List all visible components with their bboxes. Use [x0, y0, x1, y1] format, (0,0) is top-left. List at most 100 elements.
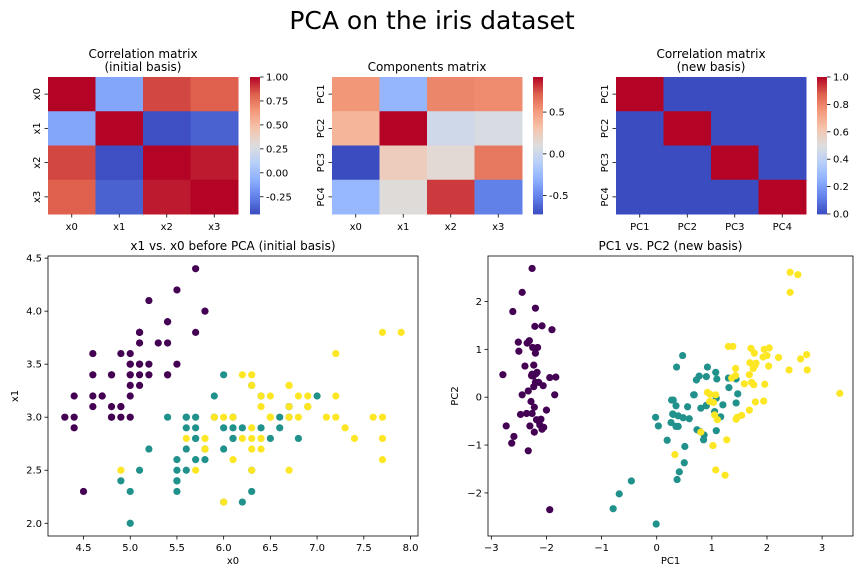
heatmap-1-cell-r3-c4 [190, 145, 239, 181]
scatter-2-point-class-0 [531, 349, 540, 357]
scatter-1-point-class-0 [163, 318, 172, 326]
scatter-1-point-class-1 [294, 434, 303, 443]
scatter-1-point-class-1 [313, 392, 321, 400]
scatter-1-point-class-2 [248, 424, 256, 432]
heatmap-2-colorbar-segment [533, 207, 543, 210]
heatmap-2-colorbar-segment [533, 150, 543, 153]
heatmap-3-colorbar-segment [817, 179, 827, 183]
scatter-1-point-class-0 [70, 413, 78, 421]
heatmap-3-colorbar-segment [817, 115, 827, 119]
heatmap-3-colorbar-segment [817, 79, 827, 82]
scatter-1-point-class-1 [192, 456, 200, 464]
scatter-1-point-class-0 [126, 413, 134, 421]
scatter-2-point-class-2 [709, 398, 718, 407]
scatter-2-point-class-2 [803, 366, 811, 374]
scatter-1-point-class-0 [126, 360, 134, 368]
scatter-2-xtick-label: 3 [819, 543, 825, 554]
heatmap-1-cell-r1-c1 [48, 77, 96, 112]
scatter-1-xlabel: x0 [227, 556, 239, 567]
scatter-1-point-class-2 [332, 349, 340, 358]
scatter-1-point-class-2 [220, 498, 228, 506]
scatter-2-point-class-2 [803, 350, 811, 359]
scatter-1-xtick-label: 5.5 [169, 543, 185, 554]
heatmap-3-ytick-label: PC2 [600, 119, 611, 138]
scatter-2-point-class-2 [712, 466, 720, 474]
scatter-1-point-class-1 [135, 466, 144, 474]
scatter-2-point-class-1 [713, 375, 721, 383]
scatter-1-point-class-1 [173, 477, 181, 485]
heatmap-1-colorbar-segment [250, 159, 260, 162]
heatmap-1-colorbar-segment [250, 154, 260, 158]
heatmap-3-colorbar-segment [817, 166, 827, 169]
heatmap-1-colorbar-segment [250, 120, 260, 124]
scatter-2-point-class-2 [728, 374, 736, 382]
scatter-2-xtick-label: −3 [484, 543, 499, 554]
heatmap-1-colorbar-segment [250, 108, 260, 112]
scatter-1-point-class-1 [201, 456, 209, 464]
scatter-2-point-class-2 [759, 353, 767, 361]
scatter-1-point-class-0 [135, 381, 144, 389]
heatmap-3-colorbar-segment [817, 83, 827, 87]
heatmap-2-cell-r4-c3 [427, 179, 475, 215]
scatter-2-point-class-1 [615, 490, 623, 498]
heatmap-2-colorbar-segment [533, 106, 543, 110]
scatter-1-point-class-0 [145, 360, 153, 368]
scatter-1-point-class-1 [163, 413, 172, 421]
scatter-2-point-class-1 [679, 414, 687, 422]
heatmap-2-cell-r4-c2 [379, 179, 428, 215]
heatmap-1-colorbar-segment [250, 193, 260, 197]
scatter-2-point-class-2 [703, 388, 712, 397]
heatmap-3-cell-r2-c1 [616, 111, 664, 146]
scatter-1-point-class-1 [182, 424, 190, 432]
scatter-1-ylabel: x1 [10, 390, 21, 402]
heatmap-2-colorbar-segment [533, 140, 543, 144]
heatmap-3-colorbar-segment [817, 177, 827, 181]
heatmap-1-colorbar-segment [250, 175, 260, 178]
scatter-1-point-class-2 [397, 328, 405, 336]
scatter-1-point-class-0 [145, 371, 153, 379]
heatmap-2-colorbar-segment [533, 145, 543, 149]
scatter-2-point-class-2 [750, 349, 758, 357]
heatmap-2-ytick-label: PC2 [316, 119, 327, 138]
scatter-1-point-class-0 [192, 328, 200, 336]
scatter-1-point-class-0 [145, 296, 153, 305]
scatter-2-point-class-2 [721, 471, 729, 479]
heatmap-2-colorbar-segment [533, 161, 543, 165]
scatter-2-point-class-2 [711, 411, 719, 419]
heatmap-1-colorbar-segment [250, 172, 260, 176]
scatter-1-point-class-2 [210, 413, 218, 421]
scatter-2-point-class-2 [797, 355, 805, 363]
scatter-1-point-class-1 [192, 434, 200, 443]
scatter-1-point-class-2 [248, 466, 256, 474]
scatter-1-point-class-0 [163, 339, 172, 347]
heatmap-3-colorbar-segment [817, 191, 827, 194]
scatter-2-point-class-1 [685, 415, 693, 423]
scatter-2-point-class-1 [673, 475, 681, 484]
heatmap-2-colorbar-segment [533, 118, 543, 121]
scatter-1-point-class-2 [332, 392, 340, 400]
scatter-2-xlabel: PC1 [661, 556, 680, 567]
heatmap-3-colorbar-segment [817, 140, 827, 144]
scatter-1-point-class-0 [126, 349, 134, 358]
heatmap-2-cell-r3-c3 [427, 145, 475, 181]
heatmap-3-colorbar-tick-label: 0.4 [833, 155, 849, 166]
scatter-2-ytick-label: 0 [476, 393, 482, 404]
scatter-1-point-class-2 [285, 403, 293, 411]
heatmap-3-cell-r4-c1 [616, 179, 664, 215]
scatter-2-point-class-0 [524, 387, 532, 395]
heatmap-3-colorbar-segment [817, 170, 827, 174]
scatter-1-point-class-0 [201, 307, 209, 315]
scatter-1-point-class-2 [304, 403, 312, 411]
heatmap-3-colorbar-segment [817, 120, 827, 124]
heatmap-1-colorbar-segment [250, 106, 260, 110]
scatter-1-xtick-label: 4.5 [76, 543, 92, 554]
scatter-1-point-class-0 [135, 371, 144, 379]
scatter-1-point-class-2 [257, 392, 265, 400]
scatter-1-point-class-0 [135, 360, 144, 368]
heatmap-3-colorbar-tick-label: 1.0 [833, 73, 849, 84]
heatmap-3-colorbar-segment [817, 106, 827, 110]
heatmap-2-colorbar-segment [533, 209, 543, 213]
heatmap-3-colorbar-segment [817, 102, 827, 105]
scatter-2-point-class-0 [525, 337, 533, 345]
heatmap-3-colorbar-tick-label: 0.0 [833, 210, 849, 221]
